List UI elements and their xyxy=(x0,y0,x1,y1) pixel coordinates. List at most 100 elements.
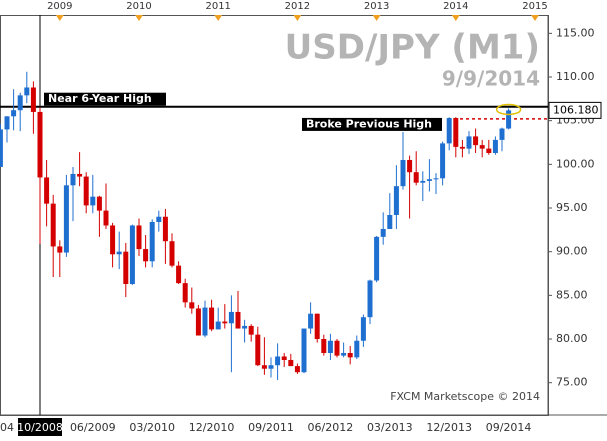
candle-body xyxy=(255,334,261,366)
year-label: 2015 xyxy=(522,1,547,12)
candle-body xyxy=(116,251,122,255)
candle-body xyxy=(400,159,406,187)
candle-body xyxy=(83,176,89,206)
y-tick-label: 90.00 xyxy=(556,245,588,258)
x-tick-label: 12/2013 xyxy=(426,421,472,434)
highlight-ellipse xyxy=(495,103,522,116)
y-tick-label: 115.00 xyxy=(556,26,595,39)
candle-body xyxy=(57,246,63,253)
candle-body xyxy=(466,136,472,149)
candle-body xyxy=(407,159,413,173)
candle-body xyxy=(341,352,347,356)
candle-body xyxy=(347,352,353,358)
candle-body xyxy=(433,178,439,180)
x-tick-label: 06/2012 xyxy=(308,421,354,434)
candle-body xyxy=(499,128,505,140)
y-tick-label: 80.00 xyxy=(556,332,588,345)
candle-body xyxy=(44,177,50,204)
y-tick-label: 85.00 xyxy=(556,288,588,301)
x-tick-label: 03/2010 xyxy=(129,421,175,434)
annotation: Broke Previous High xyxy=(306,117,432,130)
year-label: 2011 xyxy=(205,1,230,12)
y-tick-label: 110.00 xyxy=(556,70,595,83)
candle-body xyxy=(182,283,188,303)
candle-body xyxy=(334,340,340,356)
candle-body xyxy=(374,236,380,281)
candle-body xyxy=(11,110,17,117)
x-tick-label: 09/2011 xyxy=(248,421,294,434)
year-marker xyxy=(214,15,223,21)
candle-body xyxy=(281,356,287,360)
candle-body xyxy=(24,87,30,96)
candle-body xyxy=(156,216,162,222)
candle-body xyxy=(446,118,452,144)
x-tick-label: 10/2008 xyxy=(17,421,63,434)
chart-title: USD/JPY (M1) xyxy=(285,28,540,68)
x-tick-label: 04 xyxy=(0,421,14,434)
candle-body xyxy=(440,143,446,179)
candle-body xyxy=(202,307,208,336)
candle-body xyxy=(96,196,102,211)
year-marker xyxy=(135,15,143,21)
year-label: 2012 xyxy=(285,1,310,12)
candle-body xyxy=(136,225,142,250)
candle-body xyxy=(268,365,274,369)
candle-body xyxy=(0,129,3,167)
y-tick-label: 100.00 xyxy=(556,157,595,170)
candle-body xyxy=(235,311,241,329)
candle-body xyxy=(169,241,175,266)
candle-body xyxy=(50,203,56,247)
candle-body xyxy=(492,139,498,153)
candle-body xyxy=(367,280,373,318)
candle-body xyxy=(162,216,168,242)
crosshair-label-bg xyxy=(18,418,62,436)
candle-body xyxy=(215,321,221,330)
candle-body xyxy=(314,313,320,340)
candle-body xyxy=(275,356,281,366)
candle-body xyxy=(459,146,465,149)
candle-body xyxy=(209,307,215,330)
x-tick-label: 12/2010 xyxy=(189,421,235,434)
candle-body xyxy=(486,148,492,153)
x-tick-label: 03/2013 xyxy=(367,421,413,434)
candle-body xyxy=(479,145,485,149)
candle-body xyxy=(222,321,228,324)
candle-body xyxy=(149,221,155,262)
year-marker xyxy=(293,15,302,21)
candle-body xyxy=(4,116,10,130)
candle-body xyxy=(37,111,43,178)
candle-body xyxy=(308,313,314,329)
candle-body xyxy=(123,251,129,284)
candle-body xyxy=(70,173,76,186)
candle-body xyxy=(248,325,254,335)
candle-body xyxy=(90,196,96,206)
candle-body xyxy=(393,186,399,215)
candle-body xyxy=(129,225,135,284)
candle-body xyxy=(143,249,149,262)
year-marker xyxy=(531,15,539,21)
candle-body xyxy=(327,340,333,353)
annotation: Near 6-Year High xyxy=(48,92,152,105)
candle-body xyxy=(176,265,182,284)
chart-subtitle: 9/9/2014 xyxy=(442,67,540,91)
candle-body xyxy=(195,308,201,336)
y-tick-label: 95.00 xyxy=(556,201,588,214)
candle-body xyxy=(426,179,432,181)
candle-body xyxy=(420,180,426,183)
y-tick-label: 75.00 xyxy=(556,376,588,389)
candle-body xyxy=(354,340,360,358)
candle-body xyxy=(261,365,267,369)
year-marker xyxy=(451,15,460,21)
candle-body xyxy=(228,311,234,324)
year-marker xyxy=(55,15,64,21)
candle-body xyxy=(413,172,419,183)
candle-body xyxy=(110,225,116,255)
year-label: 2014 xyxy=(443,1,468,12)
candle-body xyxy=(30,87,36,112)
candle-body xyxy=(453,118,459,147)
candle-body xyxy=(473,136,479,146)
candle-body xyxy=(380,228,386,237)
year-label: 2013 xyxy=(364,1,389,12)
candle-body xyxy=(288,359,294,367)
